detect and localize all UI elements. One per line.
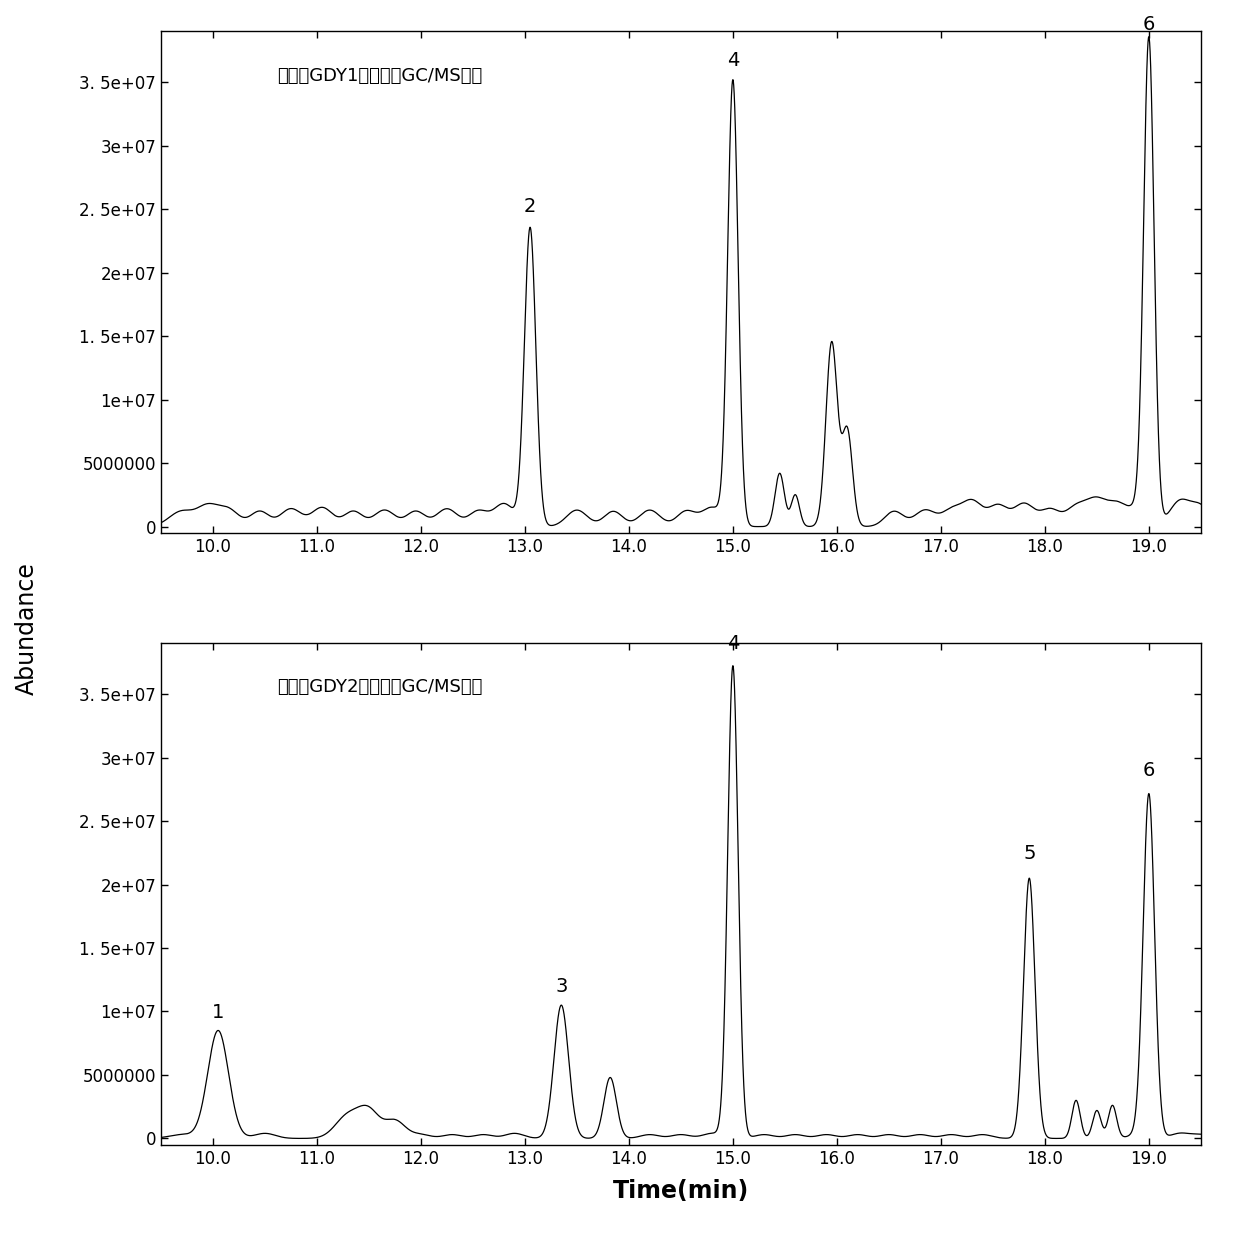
- Text: 3: 3: [555, 977, 567, 996]
- Text: 工程菌GDY1发酵产物GC/MS检测: 工程菌GDY1发酵产物GC/MS检测: [277, 67, 482, 84]
- Text: 4: 4: [727, 634, 739, 653]
- Text: Abundance: Abundance: [15, 562, 40, 696]
- Text: 4: 4: [727, 50, 739, 69]
- Text: 工程菌GDY2发酵产物GC/MS检测: 工程菌GDY2发酵产物GC/MS检测: [276, 678, 482, 697]
- Text: 6: 6: [1143, 761, 1155, 780]
- X-axis label: Time(min): Time(min): [613, 1179, 749, 1203]
- Text: 2: 2: [524, 196, 536, 215]
- Text: 1: 1: [212, 1003, 224, 1021]
- Text: 6: 6: [1143, 15, 1155, 34]
- Text: 5: 5: [1023, 844, 1035, 863]
